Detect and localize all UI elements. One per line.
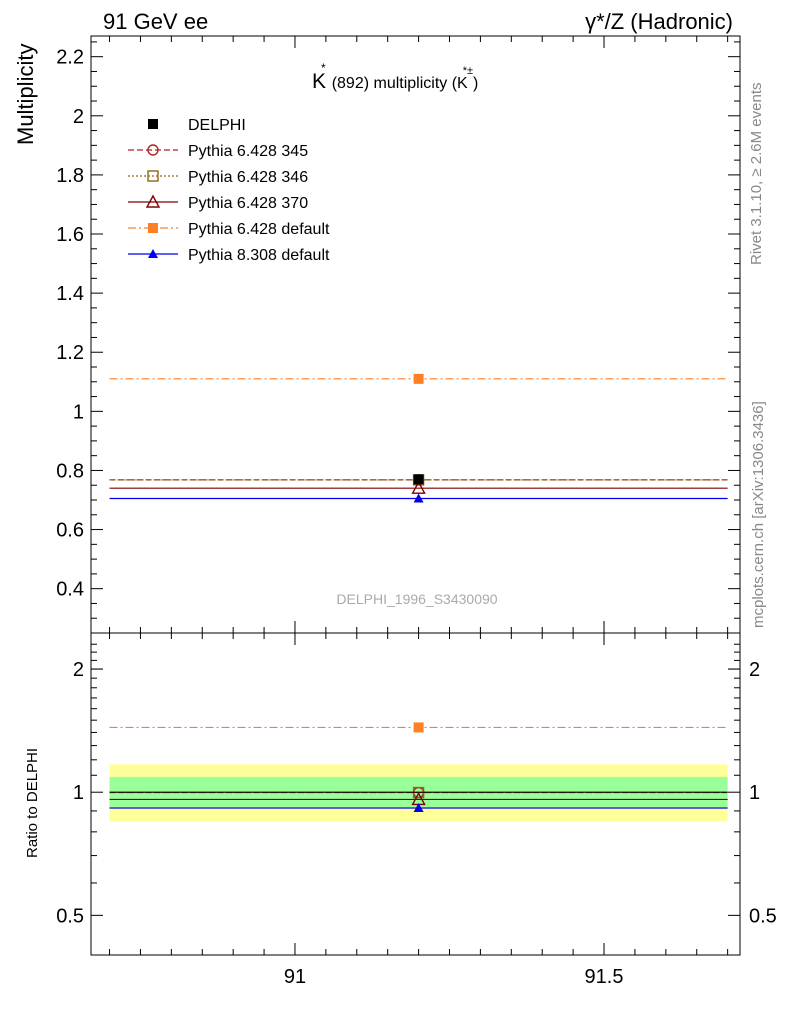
main-ytick-label: 1.6 <box>56 224 84 246</box>
legend-label: Pythia 8.308 default <box>188 247 330 264</box>
header-right: γ*/Z (Hadronic) <box>585 9 733 34</box>
main-ytick-label: 2.2 <box>56 47 84 69</box>
legend-item: Pythia 6.428 345 <box>128 143 308 160</box>
svg-text:K*(892) multiplicity (K*±): K* (892) multiplicity (K*±) <box>312 61 478 93</box>
legend-label: DELPHI <box>188 117 246 134</box>
ratio-ytick-label-left: 0.5 <box>56 905 84 927</box>
main-marker-4 <box>413 373 424 384</box>
xtick-label: 91.5 <box>585 966 624 988</box>
legend-marker <box>148 119 158 129</box>
analysis-watermark: DELPHI_1996_S3430090 <box>336 591 497 607</box>
legend-marker <box>145 194 161 208</box>
legend-item: Pythia 6.428 default <box>128 221 330 238</box>
ratio-frame <box>90 632 741 956</box>
main-ytick-label: 1.2 <box>56 342 84 364</box>
main-ytick-label: 0.4 <box>56 579 84 601</box>
header-left: 91 GeV ee <box>103 9 208 34</box>
legend-marker <box>148 223 158 233</box>
ratio-ytick-label-left: 2 <box>73 659 84 681</box>
legend-item: Pythia 6.428 346 <box>128 169 308 186</box>
mcplots-label: mcplots.cern.ch [arXiv:1306.3436] <box>750 401 767 628</box>
axes: 0.4 0.6 0.8 1 1.2 1.4 1.6 1.8 2 2.2 0.5 0.5 1 1 2 2 91 91… <box>56 35 777 988</box>
title-sup: * <box>321 61 326 75</box>
legend-item: DELPHI <box>148 117 246 134</box>
legend-label: Pythia 6.428 345 <box>188 143 308 160</box>
ratio-ytick-label-right: 0.5 <box>749 905 777 927</box>
legend-marker <box>147 170 159 182</box>
title-close: ) <box>473 75 478 92</box>
legend-marker <box>147 144 159 156</box>
main-marker-5 <box>413 493 424 503</box>
main-ytick-label: 0.6 <box>56 520 84 542</box>
main-marker-3 <box>411 480 426 494</box>
main-ytick-label: 1.4 <box>56 283 84 305</box>
xtick-label: 91 <box>284 966 306 988</box>
plot-title: K* (892) multiplicity (K*±) <box>312 61 478 93</box>
main-ytick-label: 2 <box>73 106 84 128</box>
main-series <box>109 373 728 503</box>
legend-item: Pythia 8.308 default <box>128 247 330 264</box>
main-ytick-label: 1.8 <box>56 165 84 187</box>
legend-label: Pythia 6.428 default <box>188 221 330 238</box>
ratio-ylabel: Ratio to DELPHI <box>24 748 41 858</box>
title-rest: (892) multiplicity (K <box>332 75 468 92</box>
ratio-marker-4 <box>413 722 424 733</box>
ratio-ytick-label-left: 1 <box>73 782 84 804</box>
legend-label: Pythia 6.428 346 <box>188 169 308 186</box>
main-ytick-label: 1 <box>73 401 84 423</box>
legend-marker <box>148 249 158 258</box>
main-ytick-label: 0.8 <box>56 460 84 482</box>
title-main: K <box>312 70 326 93</box>
rivet-label: Rivet 3.1.10, ≥ 2.6M events <box>748 83 765 266</box>
legend-item: Pythia 6.428 370 <box>128 194 308 212</box>
ratio-ytick-label-right: 2 <box>749 659 760 681</box>
legend-label: Pythia 6.428 370 <box>188 195 308 212</box>
ratio-marker-5 <box>413 802 424 812</box>
title-sup2: *± <box>463 65 473 77</box>
ratio-ytick-label-right: 1 <box>749 782 760 804</box>
legend: DELPHI Pythia 6.428 345 Pythia 6.428 346 Py… <box>128 117 330 264</box>
main-ylabel: Multiplicity <box>13 44 38 145</box>
ratio-series <box>109 722 728 812</box>
